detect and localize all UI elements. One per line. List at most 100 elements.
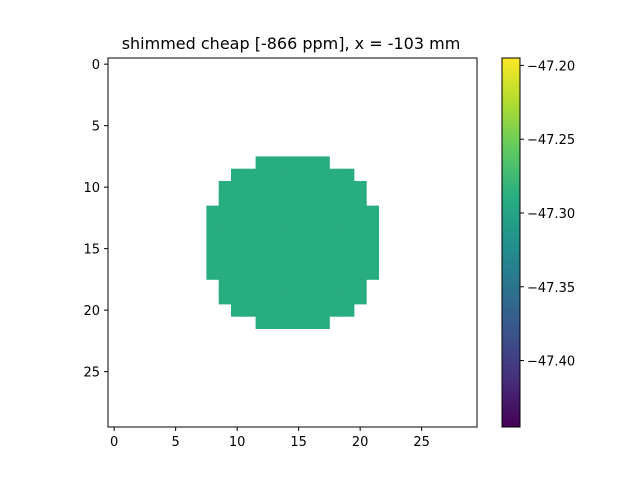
heatmap-cell [317, 291, 330, 305]
heatmap-cell [341, 181, 355, 194]
heatmap-cell [255, 230, 269, 243]
heatmap-cell [292, 279, 306, 293]
heatmap-cell [231, 217, 244, 231]
heatmap-cell [243, 168, 256, 182]
heatmap-cell [231, 181, 244, 194]
heatmap-cell [267, 205, 281, 219]
heatmap-cell [218, 205, 232, 219]
heatmap-cell [304, 279, 318, 293]
heatmap-cell [341, 304, 355, 317]
heatmap-cell [267, 193, 281, 206]
y-axis: 0 5 10 15 20 25 [83, 58, 108, 381]
heatmap-cell [267, 304, 281, 317]
heatmap-cell [354, 291, 367, 305]
heatmap-cell [267, 242, 281, 256]
heatmap-cells [206, 156, 379, 329]
heatmap-cell [280, 156, 293, 170]
heatmap-cell [243, 181, 256, 194]
heatmap-cell [280, 254, 293, 268]
heatmap-cell [329, 242, 343, 256]
heatmap-cell [218, 230, 232, 243]
heatmap-cell [304, 254, 318, 268]
heatmap-cell [317, 205, 330, 219]
heatmap-cell [329, 217, 343, 231]
heatmap-cell [354, 267, 367, 280]
x-axis: 0 5 10 15 20 25 [110, 427, 430, 450]
heatmap-cell [292, 168, 306, 182]
heatmap-cell [292, 217, 306, 231]
heatmap-cell [341, 168, 355, 182]
colorbar-tick-label: −47.40 [527, 355, 575, 370]
colorbar-axis: −47.40 −47.35 −47.30 −47.25 −47.20 [520, 59, 575, 370]
heatmap-cell [231, 193, 244, 206]
heatmap-cell [329, 181, 343, 194]
heatmap-cell [341, 291, 355, 305]
heatmap-cell [304, 168, 318, 182]
heatmap-cell [267, 267, 281, 280]
heatmap-cell [354, 181, 367, 194]
plot-frame [107, 57, 478, 428]
x-tick-label: 20 [352, 435, 369, 450]
heatmap-cell [292, 316, 306, 329]
heatmap-cell [304, 193, 318, 206]
heatmap-cell [366, 217, 379, 231]
heatmap-cell [267, 254, 281, 268]
heatmap-cell [329, 254, 343, 268]
heatmap-cell [255, 217, 269, 231]
heatmap-cell [255, 304, 269, 317]
heatmap-cell [231, 267, 244, 280]
heatmap-cell [354, 242, 367, 256]
heatmap-cell [304, 156, 318, 170]
heatmap-cell [206, 242, 220, 256]
heatmap-cell [354, 254, 367, 268]
heatmap-cell [206, 217, 220, 231]
heatmap-cell [341, 254, 355, 268]
heatmap-cell [218, 279, 232, 293]
heatmap-cell [341, 230, 355, 243]
x-tick-label: 15 [290, 435, 307, 450]
heatmap-cell [280, 230, 293, 243]
heatmap-cell [292, 230, 306, 243]
heatmap-cell [329, 279, 343, 293]
heatmap-cell [317, 279, 330, 293]
heatmap-cell [341, 267, 355, 280]
heatmap-cell [255, 242, 269, 256]
heatmap-cell [243, 230, 256, 243]
heatmap-cell [292, 304, 306, 317]
heatmap-cell [218, 193, 232, 206]
heatmap-cell [231, 205, 244, 219]
heatmap-cell [292, 267, 306, 280]
heatmap-cell [366, 205, 379, 219]
heatmap-cell [243, 291, 256, 305]
heatmap-cell [280, 267, 293, 280]
heatmap-cell [267, 316, 281, 329]
colorbar-tick-label: −47.30 [527, 207, 575, 222]
heatmap-cell [329, 193, 343, 206]
y-tick-label: 5 [92, 120, 100, 135]
heatmap-cell [255, 168, 269, 182]
heatmap-cell [255, 291, 269, 305]
heatmap-cell [243, 304, 256, 317]
heatmap-cell [243, 217, 256, 231]
heatmap-cell [341, 279, 355, 293]
colorbar-tick-label: −47.20 [527, 59, 575, 74]
heatmap-cell [317, 316, 330, 329]
heatmap-cell [267, 230, 281, 243]
heatmap-cell [280, 242, 293, 256]
heatmap-cell [292, 291, 306, 305]
heatmap-cell [292, 205, 306, 219]
heatmap-cell [354, 193, 367, 206]
heatmap-cell [304, 230, 318, 243]
heatmap-cell [341, 205, 355, 219]
x-tick-label: 0 [110, 435, 118, 450]
heatmap-cell [317, 254, 330, 268]
heatmap-cell [231, 230, 244, 243]
heatmap-cell [243, 242, 256, 256]
heatmap-cell [292, 156, 306, 170]
heatmap-cell [317, 217, 330, 231]
heatmap-cell [280, 205, 293, 219]
heatmap-cell [354, 217, 367, 231]
x-tick-label: 5 [172, 435, 180, 450]
heatmap-cell [243, 205, 256, 219]
